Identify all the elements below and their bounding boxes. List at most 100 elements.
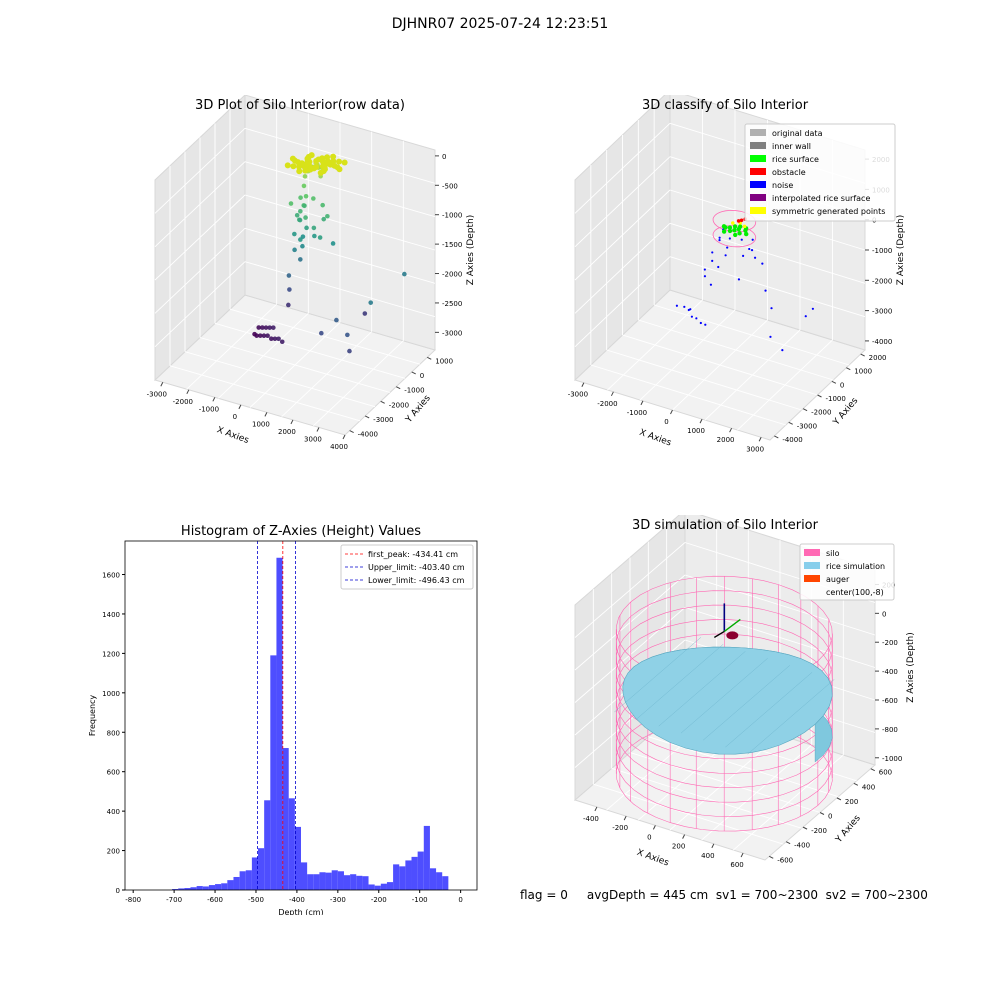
- histogram-bar: [251, 857, 259, 890]
- noise-point: [717, 265, 720, 269]
- legend-swatch: [804, 575, 820, 582]
- x-tick-label: -700: [166, 896, 182, 904]
- mesh-line: [614, 637, 702, 713]
- rice-surface-point: [744, 231, 749, 237]
- z-tick-label: 0: [442, 153, 446, 161]
- legend-swatch: [750, 142, 766, 149]
- x-axis-label: X Axies: [635, 848, 670, 869]
- data-point: [298, 195, 303, 200]
- depth-histogram: Histogram of Z-Axies (Height) Values -800…: [88, 524, 478, 915]
- x-axis-label: X Axies: [638, 428, 673, 449]
- histogram-bar: [202, 886, 209, 890]
- y-tick-label: -1000: [404, 387, 424, 395]
- center-axis-y: [723, 618, 741, 632]
- surface-point: [296, 168, 303, 175]
- histogram-bar: [288, 798, 295, 890]
- x-tick-label: -300: [330, 896, 346, 904]
- data-point: [321, 216, 327, 222]
- data-point: [271, 325, 276, 330]
- z-axis-label: Z Axies (Depth): [896, 215, 906, 286]
- data-point: [276, 336, 281, 342]
- x-tick: [699, 418, 703, 424]
- x-tick-label: 600: [730, 861, 743, 869]
- x-tick-label: -3000: [147, 390, 167, 398]
- figure-title: DJHNR07 2025-07-24 12:23:51: [391, 16, 609, 32]
- data-point: [286, 273, 292, 278]
- grid-line: [574, 542, 686, 638]
- x-tick-label: 0: [233, 413, 237, 421]
- legend-label: Upper_limit: -403.40 cm: [368, 563, 465, 572]
- data-point: [317, 235, 323, 240]
- y-tick-label: 600: [879, 769, 892, 777]
- noise-point: [742, 254, 745, 258]
- x-tick: [581, 382, 585, 387]
- mesh-line: [658, 651, 746, 727]
- data-point: [303, 215, 308, 220]
- grid-line: [654, 304, 850, 366]
- x-tick: [682, 834, 686, 839]
- surface-point: [290, 163, 297, 170]
- x-tick: [652, 825, 656, 830]
- x-tick: [610, 391, 614, 397]
- rice-surface-point: [727, 228, 733, 234]
- data-point: [303, 193, 309, 199]
- auger-marker: [726, 631, 739, 640]
- classify-3d-plot: -3000 -2000 -1000 0 1000 2000 3000 -4000 -3000 -2…: [568, 95, 906, 453]
- data-point: [298, 208, 303, 214]
- y-tick-label: -600: [777, 856, 793, 864]
- surface-point: [330, 158, 337, 165]
- grid-line: [244, 127, 436, 184]
- grid-line: [229, 308, 421, 365]
- noise-point: [740, 238, 743, 241]
- data-point: [298, 257, 303, 262]
- histogram-bar: [215, 884, 222, 890]
- x-tick: [290, 419, 294, 425]
- noise-point: [769, 335, 772, 338]
- rice-mesh: [614, 637, 835, 755]
- data-point: [347, 348, 352, 354]
- x-axis-label: Depth (cm): [278, 908, 323, 915]
- legend-swatch: [750, 155, 766, 162]
- data-point: [287, 287, 292, 292]
- histogram-bar: [184, 888, 191, 890]
- x-tick-label: 1000: [687, 427, 705, 435]
- symmetric-point: [731, 221, 735, 225]
- histogram-bar: [190, 887, 197, 890]
- z-tick-label: -2500: [442, 300, 462, 308]
- noise-point: [811, 307, 814, 310]
- rice-surface-point: [721, 224, 727, 229]
- legend-swatch: [750, 207, 766, 214]
- histogram-bar: [270, 655, 277, 890]
- data-point: [279, 339, 285, 345]
- x-tick: [212, 397, 216, 402]
- mesh-line: [725, 672, 813, 748]
- y-tick: [788, 421, 793, 425]
- histogram-bar: [196, 886, 203, 890]
- y-tick: [831, 380, 837, 384]
- histogram-bar: [343, 875, 351, 890]
- surface-point: [284, 162, 291, 169]
- y-tick-label: 1600: [102, 572, 120, 580]
- y-tick: [774, 435, 779, 439]
- z-tick-label: -4000: [872, 338, 892, 346]
- x-tick-label: 400: [701, 852, 714, 860]
- z-tick-label: -1500: [442, 241, 462, 249]
- y-tick-label: 0: [420, 372, 424, 380]
- data-point: [286, 302, 291, 308]
- data-point: [325, 213, 330, 219]
- histogram-bar: [429, 868, 437, 890]
- data-point: [272, 336, 278, 342]
- y-tick-label: -400: [794, 842, 810, 850]
- data-point: [300, 234, 306, 239]
- y-tick-label: 400: [862, 783, 875, 791]
- histogram-bar: [245, 870, 252, 890]
- rice-surface-point: [727, 225, 733, 230]
- grid-line: [574, 123, 671, 214]
- legend-frame: [799, 543, 895, 601]
- data-point: [368, 300, 374, 305]
- data-point: [312, 233, 317, 239]
- histogram-bar: [325, 872, 332, 890]
- y-tick-label: -200: [811, 827, 827, 835]
- x-tick-label: -1000: [199, 405, 219, 413]
- x-tick-label: 0: [647, 833, 651, 841]
